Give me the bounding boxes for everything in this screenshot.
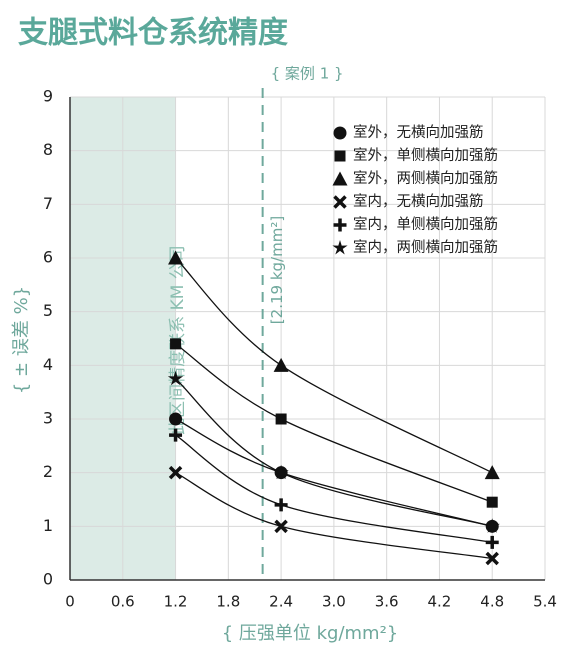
marker [167, 370, 184, 386]
x-axis-label: { 压强单位 kg/mm²} [222, 623, 399, 644]
marker-shape [484, 518, 500, 533]
legend-label: 室外，单侧横向加强筋 [353, 147, 498, 164]
marker-shape [170, 338, 182, 350]
marker-shape [333, 195, 347, 209]
y-axis-label: { ± 误差 %} [11, 286, 32, 394]
x-tick-label: 3.6 [375, 593, 399, 611]
series-line [175, 343, 493, 503]
reference-value-label: [2.19 kg/mm²] [268, 216, 286, 324]
y-tick-label: 9 [43, 87, 53, 106]
marker-shape [168, 250, 184, 265]
marker [484, 465, 500, 480]
y-tick-label: 8 [43, 140, 53, 159]
marker [274, 519, 288, 534]
marker-shape [273, 357, 289, 372]
marker [169, 412, 183, 426]
series-line [175, 418, 493, 527]
x-tick-label: 2.4 [269, 593, 293, 611]
chart-title: 支腿式料仓系统精度 [18, 16, 288, 51]
x-tick-label: 0.6 [111, 593, 135, 611]
y-tick-label: 4 [43, 355, 53, 374]
marker [484, 518, 500, 533]
legend-label: 室外，两侧横向加强筋 [353, 170, 498, 187]
marker [275, 413, 287, 425]
marker [169, 428, 183, 442]
marker [332, 171, 348, 186]
x-tick-label: 3.0 [322, 593, 346, 611]
x-tick-label: 5.4 [533, 593, 557, 611]
marker-shape [334, 150, 346, 162]
marker-shape [168, 465, 183, 480]
x-tick-label: 0 [65, 593, 75, 611]
y-tick-label: 1 [43, 516, 53, 535]
x-tick-label: 4.2 [428, 593, 452, 611]
marker-shape [484, 465, 500, 480]
marker [333, 218, 347, 232]
y-tick-label: 2 [43, 462, 53, 481]
series-line [175, 434, 493, 544]
reference-label: { 案例 1 } [271, 65, 344, 83]
marker [168, 465, 183, 480]
marker-shape [485, 535, 499, 549]
legend-label: 室内，两侧横向加强筋 [353, 239, 498, 256]
marker [486, 496, 498, 508]
legend-label: 室内，单侧横向加强筋 [353, 216, 498, 233]
x-tick-label: 4.8 [480, 593, 504, 611]
marker [273, 357, 289, 372]
marker-shape [333, 218, 347, 232]
marker-shape [275, 413, 287, 425]
marker [333, 195, 347, 209]
x-tick-label: 1.2 [164, 593, 188, 611]
y-tick-label: 0 [43, 570, 53, 589]
y-tick-label: 3 [43, 409, 53, 428]
y-tick-label: 7 [43, 194, 53, 213]
marker [334, 150, 346, 162]
marker-shape [273, 464, 289, 480]
marker-shape [333, 126, 347, 140]
marker-shape [485, 551, 499, 566]
marker [170, 338, 182, 350]
legend-label: 室外，无横向加强筋 [353, 124, 484, 141]
marker [332, 240, 348, 255]
marker-shape [274, 498, 288, 512]
y-tick-label: 5 [43, 301, 53, 320]
series-line [175, 472, 493, 560]
marker [333, 126, 347, 140]
legend-label: 室内，无横向加强筋 [353, 193, 484, 210]
marker-shape [274, 519, 288, 534]
marker [168, 250, 184, 265]
marker-shape [332, 240, 348, 255]
marker [274, 498, 288, 512]
marker [485, 535, 499, 549]
marker-shape [332, 171, 348, 186]
marker [273, 464, 289, 480]
marker-shape [169, 412, 183, 426]
y-tick-label: 6 [43, 248, 53, 267]
marker [485, 551, 499, 566]
x-tick-label: 1.8 [216, 593, 240, 611]
marker-shape [167, 370, 184, 386]
marker-shape [486, 496, 498, 508]
marker-shape [169, 428, 183, 442]
